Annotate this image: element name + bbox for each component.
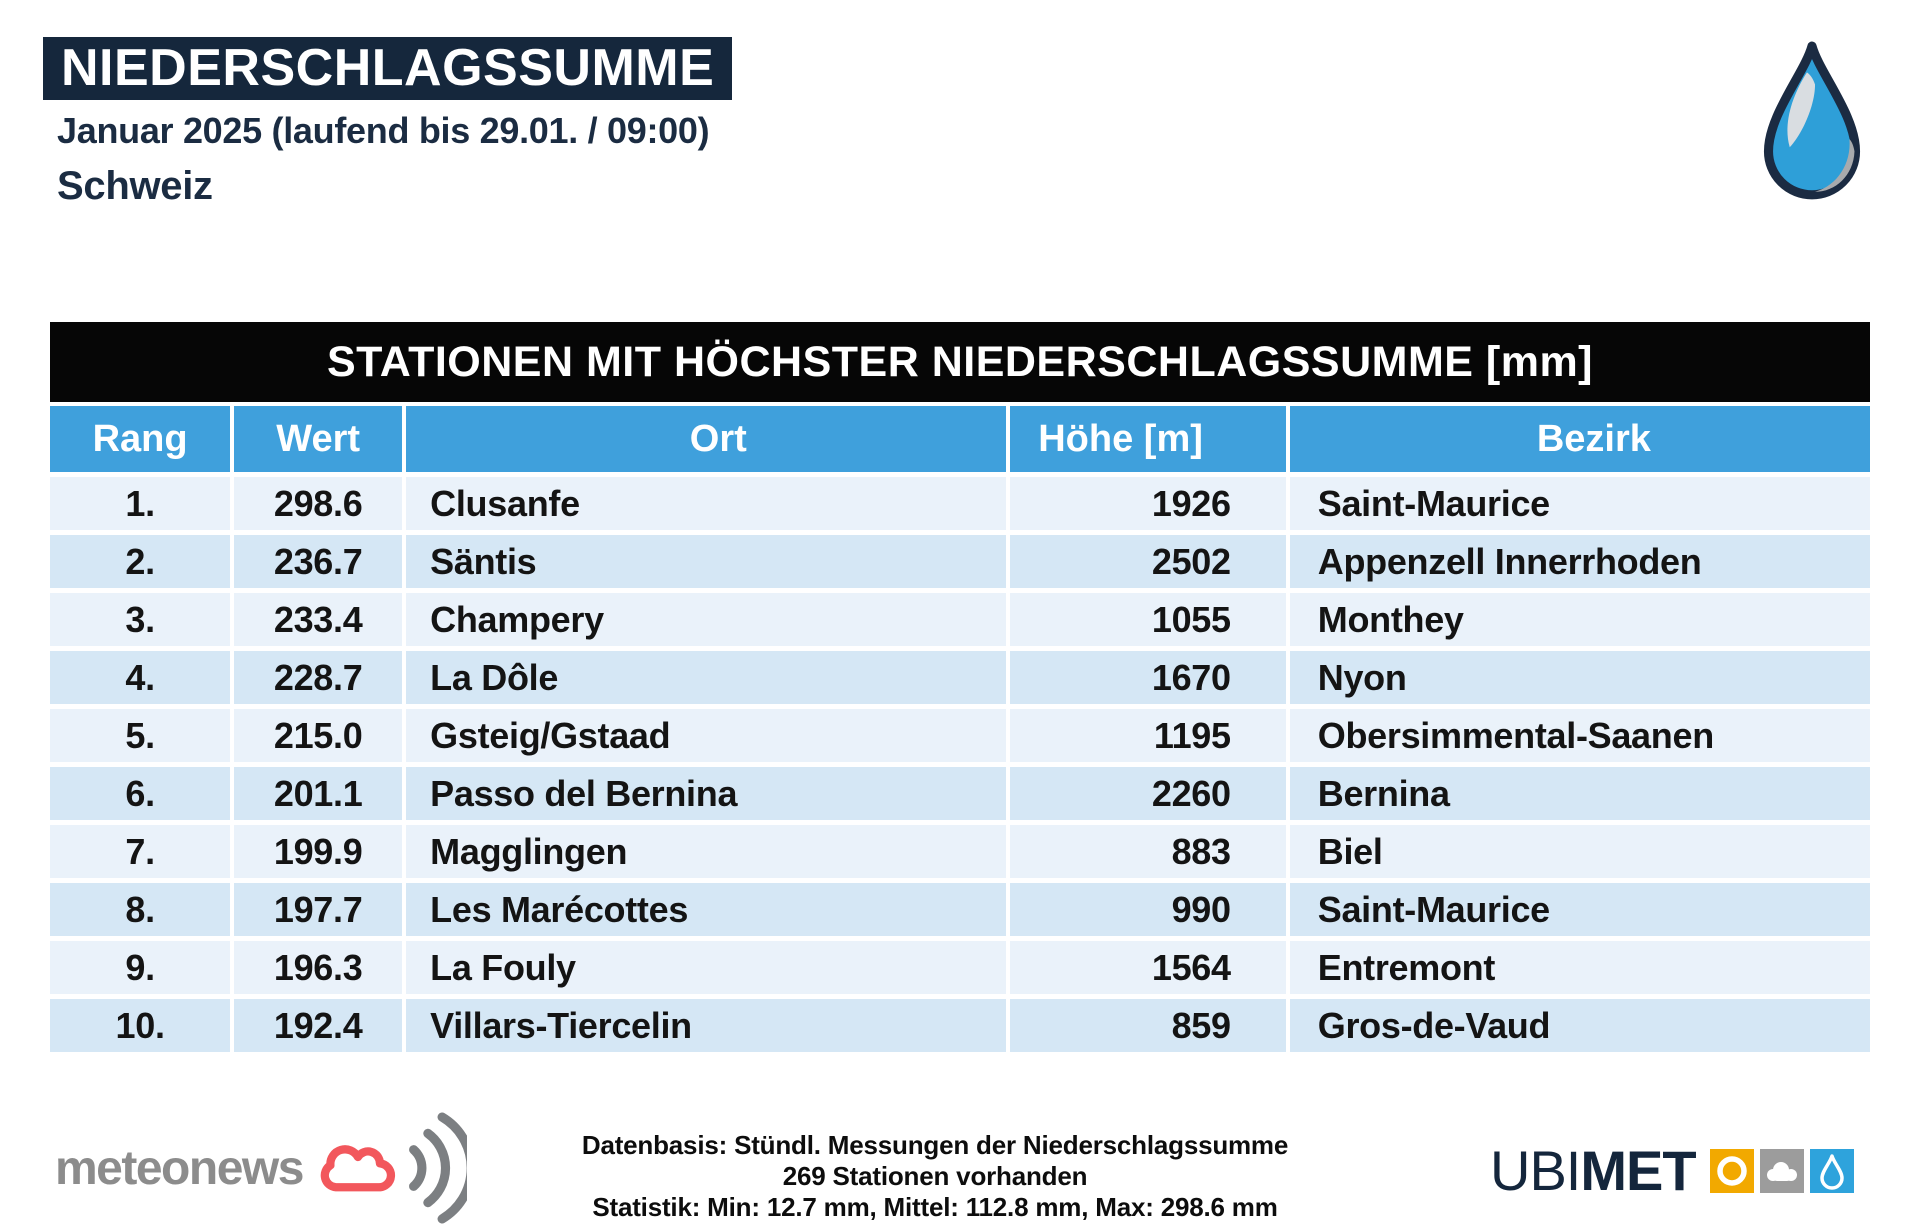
cell-bezirk: Saint-Maurice — [1285, 883, 1870, 936]
cell-rang: 7. — [125, 830, 155, 872]
cell-ort: La Dôle — [402, 651, 1006, 704]
cell-rang: 3. — [125, 598, 155, 640]
table-row: 4. 228.7 La Dôle 1670 Nyon — [50, 651, 1870, 704]
cell-wert: 199.9 — [230, 825, 402, 878]
cell-wert: 201.1 — [230, 767, 402, 820]
cell-rang: 6. — [125, 772, 155, 814]
cell-ort: Magglingen — [402, 825, 1006, 878]
cell-ort: Champery — [402, 593, 1006, 646]
table-row: 6. 201.1 Passo del Bernina 2260 Bernina — [50, 767, 1870, 820]
cell-hoehe: 990 — [1006, 883, 1285, 936]
column-header-hoehe: Höhe [m] — [1006, 406, 1285, 472]
cell-bezirk: Entremont — [1285, 941, 1870, 994]
cell-rang: 9. — [125, 946, 155, 988]
cell-ort: Säntis — [402, 535, 1006, 588]
cell-wert: 215.0 — [230, 709, 402, 762]
note-line-stationen: 269 Stationen vorhanden — [782, 1161, 1088, 1191]
water-drop-icon — [1753, 38, 1871, 215]
cell-ort: Gsteig/Gstaad — [402, 709, 1006, 762]
table-row: 3. 233.4 Champery 1055 Monthey — [50, 593, 1870, 646]
cell-bezirk: Nyon — [1285, 651, 1870, 704]
region-label: Schweiz — [57, 164, 213, 208]
cell-hoehe: 1195 — [1006, 709, 1285, 762]
signal-waves-icon — [403, 1111, 467, 1225]
table-row: 10. 192.4 Villars-Tiercelin 859 Gros-de-Vaud — [50, 999, 1870, 1052]
cell-ort: Passo del Bernina — [402, 767, 1006, 820]
ubimet-wordmark-suffix: MET — [1580, 1139, 1696, 1202]
drop-icon — [1809, 1148, 1854, 1193]
page-subtitle: Januar 2025 (laufend bis 29.01. / 09:00) — [57, 110, 710, 151]
ubimet-wordmark-prefix: UBI — [1490, 1139, 1581, 1202]
cell-hoehe: 1926 — [1006, 477, 1285, 530]
stations-table: STATIONEN MIT HÖCHSTER NIEDERSCHLAGSSUMM… — [50, 322, 1870, 1052]
cell-ort: Villars-Tiercelin — [402, 999, 1006, 1052]
cell-rang: 8. — [125, 888, 155, 930]
note-line-datenbasis: Datenbasis: Stündl. Messungen der Nieder… — [581, 1130, 1289, 1160]
table-header-row: Rang Wert Ort Höhe [m] Bezirk — [50, 406, 1870, 472]
cell-bezirk: Biel — [1285, 825, 1870, 878]
cloud-icon — [1759, 1148, 1804, 1193]
cell-wert: 233.4 — [230, 593, 402, 646]
cell-wert: 192.4 — [230, 999, 402, 1052]
cell-wert: 197.7 — [230, 883, 402, 936]
cell-hoehe: 1564 — [1006, 941, 1285, 994]
table-row: 5. 215.0 Gsteig/Gstaad 1195 Obersimmental-Sa… — [50, 709, 1870, 762]
column-header-rang: Rang — [92, 417, 188, 460]
table-title: STATIONEN MIT HÖCHSTER NIEDERSCHLAGSSUMM… — [50, 322, 1870, 402]
cell-bezirk: Gros-de-Vaud — [1285, 999, 1870, 1052]
sun-icon — [1709, 1148, 1754, 1193]
cell-bezirk: Bernina — [1285, 767, 1870, 820]
cell-ort: La Fouly — [402, 941, 1006, 994]
cell-rang: 2. — [125, 540, 155, 582]
table-body: 1. 298.6 Clusanfe 1926 Saint-Maurice 2. 236.7 S… — [50, 477, 1870, 1052]
meteonews-logo: meteonews — [55, 1112, 467, 1224]
cell-hoehe: 2260 — [1006, 767, 1285, 820]
cell-ort: Clusanfe — [402, 477, 1006, 530]
cell-rang: 5. — [125, 714, 155, 756]
cell-wert: 236.7 — [230, 535, 402, 588]
table-row: 1. 298.6 Clusanfe 1926 Saint-Maurice — [50, 477, 1870, 530]
column-header-ort: Ort — [402, 406, 1006, 472]
cell-bezirk: Monthey — [1285, 593, 1870, 646]
table-row: 9. 196.3 La Fouly 1564 Entremont — [50, 941, 1870, 994]
data-source-note: Datenbasis: Stündl. Messungen der Nieder… — [435, 1130, 1435, 1223]
cell-hoehe: 1670 — [1006, 651, 1285, 704]
cell-hoehe: 859 — [1006, 999, 1285, 1052]
cell-hoehe: 2502 — [1006, 535, 1285, 588]
cell-bezirk: Saint-Maurice — [1285, 477, 1870, 530]
cell-hoehe: 883 — [1006, 825, 1285, 878]
cell-rang: 4. — [125, 656, 155, 698]
cell-wert: 196.3 — [230, 941, 402, 994]
cloud-outline-icon — [313, 1135, 401, 1201]
cell-bezirk: Appenzell Innerrhoden — [1285, 535, 1870, 588]
table-row: 8. 197.7 Les Marécottes 990 Saint-Maurice — [50, 883, 1870, 936]
meteonews-wordmark: meteonews — [55, 1141, 304, 1195]
ubimet-logo: UBI MET — [1490, 1138, 1854, 1203]
column-header-bezirk: Bezirk — [1285, 406, 1870, 472]
cell-wert: 298.6 — [230, 477, 402, 530]
note-line-statistik: Statistik: Min: 12.7 mm, Mittel: 112.8 m… — [592, 1192, 1278, 1222]
cell-rang: 1. — [125, 482, 155, 524]
table-row: 2. 236.7 Säntis 2502 Appenzell Innerrhoden — [50, 535, 1870, 588]
cell-bezirk: Obersimmental-Saanen — [1285, 709, 1870, 762]
page-title: NIEDERSCHLAGSSUMME — [43, 37, 733, 100]
cell-wert: 228.7 — [230, 651, 402, 704]
column-header-wert: Wert — [230, 406, 402, 472]
cell-ort: Les Marécottes — [402, 883, 1006, 936]
cell-hoehe: 1055 — [1006, 593, 1285, 646]
table-row: 7. 199.9 Magglingen 883 Biel — [50, 825, 1870, 878]
cell-rang: 10. — [115, 1004, 165, 1046]
